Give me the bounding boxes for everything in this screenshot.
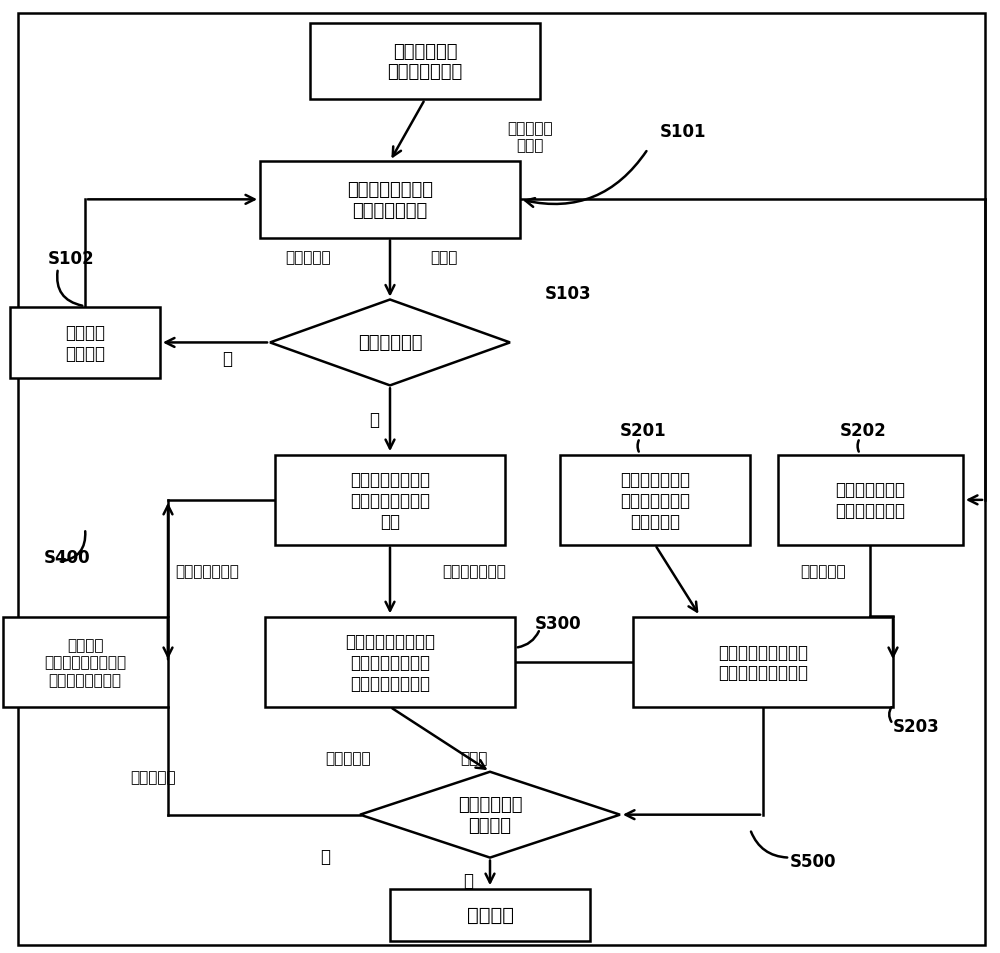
Text: 数据采集器: 数据采集器: [325, 750, 371, 765]
Text: 试验种箱内的
马铃薯种薯余量: 试验种箱内的 马铃薯种薯余量: [387, 43, 463, 81]
Text: 否: 否: [320, 847, 330, 864]
Bar: [10, 307, 160, 378]
Bar: [633, 618, 893, 707]
Bar: [560, 456, 750, 545]
Text: 发出报警
提示加种: 发出报警 提示加种: [65, 324, 105, 362]
Text: 激光测距传感器: 激光测距传感器: [442, 563, 506, 578]
Text: S202: S202: [840, 422, 887, 439]
Text: S203: S203: [893, 718, 940, 735]
Text: 螺旋喂种器内的
马铃薯种薯余量: 螺旋喂种器内的 马铃薯种薯余量: [835, 481, 905, 519]
Text: 称重传感器: 称重传感器: [800, 563, 846, 578]
Text: S201: S201: [620, 422, 667, 439]
Polygon shape: [270, 300, 510, 386]
Text: 驱动升运搅龙、螺
旋喂种器、排种链
动作: 驱动升运搅龙、螺 旋喂种器、排种链 动作: [350, 471, 430, 530]
Text: 是: 是: [463, 872, 473, 889]
FancyArrowPatch shape: [61, 532, 85, 562]
Polygon shape: [360, 772, 620, 858]
FancyArrowPatch shape: [889, 707, 891, 722]
Text: S101: S101: [660, 123, 706, 140]
Text: S500: S500: [790, 853, 836, 870]
Text: 工控机: 工控机: [460, 750, 487, 765]
FancyArrowPatch shape: [638, 441, 639, 452]
Text: 是: 是: [369, 411, 379, 428]
Bar: [3, 618, 168, 707]
FancyArrowPatch shape: [525, 152, 646, 208]
FancyArrowPatch shape: [518, 632, 539, 648]
Bar: [310, 24, 540, 100]
Text: 是否满足参数
优化模型: 是否满足参数 优化模型: [458, 796, 522, 834]
Text: 电机调控器: 电机调控器: [130, 769, 176, 784]
Text: 正常工作: 正常工作: [466, 905, 514, 924]
Bar: [778, 456, 962, 545]
FancyArrowPatch shape: [751, 832, 787, 858]
Text: 获取螺旋喂种器内的
马铃薯种薯分布情况: 获取螺旋喂种器内的 马铃薯种薯分布情况: [718, 643, 808, 681]
Text: 否: 否: [222, 350, 232, 367]
Text: S400: S400: [44, 549, 91, 566]
Text: 霍尔测速传感器: 霍尔测速传感器: [175, 563, 239, 578]
Text: S102: S102: [48, 251, 95, 268]
FancyArrowPatch shape: [57, 272, 82, 306]
Text: 获取试验种箱内的
马铃薯种薯余量: 获取试验种箱内的 马铃薯种薯余量: [347, 181, 433, 219]
Text: 超声波测距
传感器: 超声波测距 传感器: [507, 121, 553, 153]
Text: 余量是否充足: 余量是否充足: [358, 335, 422, 352]
Bar: [275, 456, 505, 545]
Text: S300: S300: [535, 615, 582, 632]
Text: 工控机: 工控机: [430, 250, 457, 265]
Text: 数据采集器: 数据采集器: [285, 250, 331, 265]
Text: 自动调控
升运搅龙转速、螺旋
喂种器转速和转角: 自动调控 升运搅龙转速、螺旋 喂种器转速和转角: [44, 638, 126, 687]
Text: 获取升运搅龙转速、
螺旋喂种器转速和
转角、排种链转速: 获取升运搅龙转速、 螺旋喂种器转速和 转角、排种链转速: [345, 633, 435, 692]
Bar: [260, 162, 520, 238]
Bar: [265, 618, 515, 707]
Text: S103: S103: [545, 285, 592, 302]
FancyArrowPatch shape: [858, 441, 859, 452]
Text: 螺旋喂种器各层
充种区域内马铃
薯种薯余量: 螺旋喂种器各层 充种区域内马铃 薯种薯余量: [620, 471, 690, 530]
Bar: [390, 888, 590, 942]
